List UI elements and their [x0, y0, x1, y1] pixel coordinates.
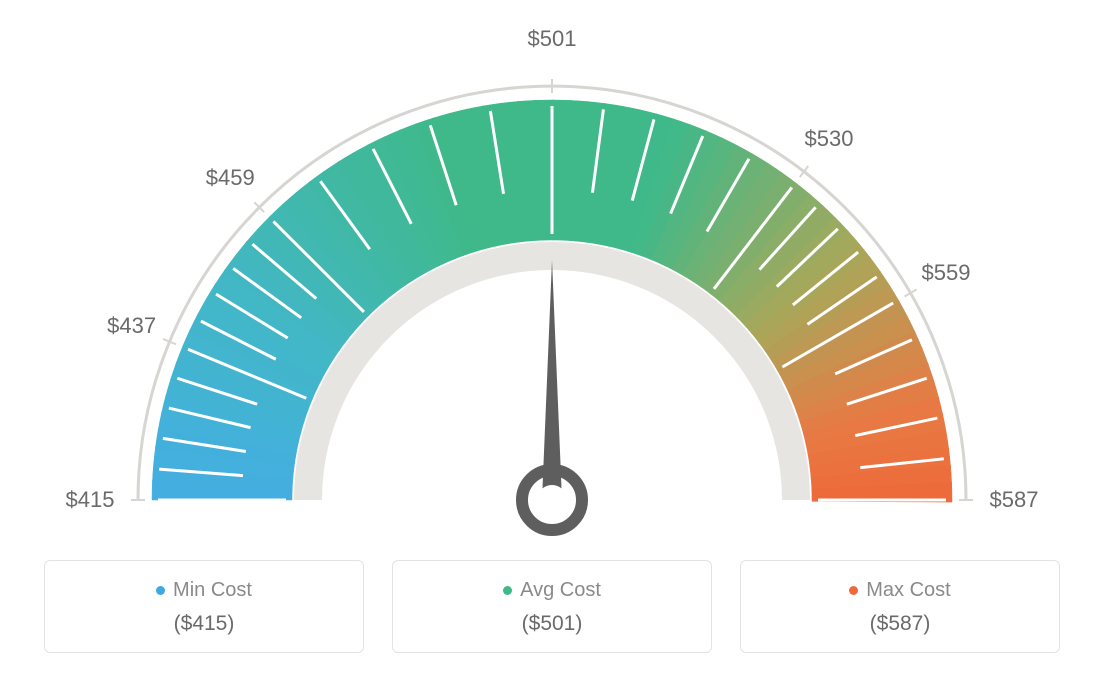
tick-label-1: $437: [107, 313, 156, 339]
tick-label-6: $587: [990, 487, 1039, 513]
legend-row: Min Cost ($415) Avg Cost ($501) Max Cost…: [0, 560, 1104, 653]
legend-avg-title-text: Avg Cost: [520, 579, 601, 601]
legend-min-value: ($415): [55, 612, 353, 636]
legend-max-value: ($587): [751, 612, 1049, 636]
tick-label-5: $559: [922, 260, 971, 286]
legend-avg-value: ($501): [403, 612, 701, 636]
legend-min-dot: [156, 586, 165, 595]
gauge-container: $415 $437 $459 $501 $530 $559 $587: [0, 0, 1104, 560]
tick-label-2: $459: [206, 165, 255, 191]
legend-max-dot: [849, 586, 858, 595]
legend-avg-dot: [503, 586, 512, 595]
legend-min-card: Min Cost ($415): [44, 560, 364, 653]
legend-avg-card: Avg Cost ($501): [392, 560, 712, 653]
legend-min-title-text: Min Cost: [173, 579, 252, 601]
legend-avg-title: Avg Cost: [403, 579, 701, 602]
tick-label-4: $530: [805, 126, 854, 152]
legend-min-title: Min Cost: [55, 579, 353, 602]
legend-max-title: Max Cost: [751, 579, 1049, 602]
tick-label-3: $501: [528, 26, 577, 52]
legend-max-title-text: Max Cost: [866, 579, 950, 601]
legend-max-card: Max Cost ($587): [740, 560, 1060, 653]
tick-label-0: $415: [66, 487, 115, 513]
